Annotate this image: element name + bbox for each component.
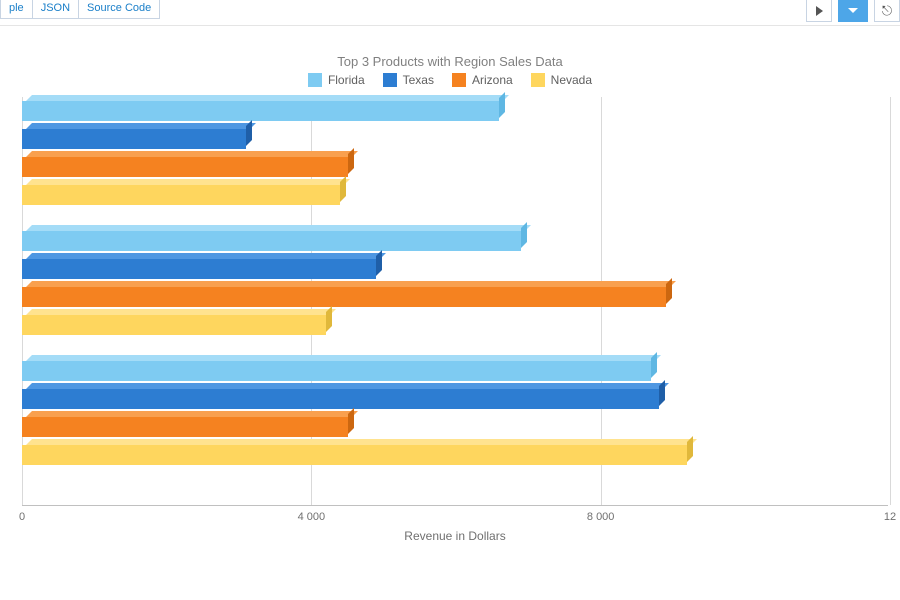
bar-face	[22, 185, 340, 205]
bar-face	[22, 417, 348, 437]
bar-side-face	[687, 436, 693, 462]
bar-texas-group2[interactable]	[22, 259, 376, 279]
bar-side-face	[326, 306, 332, 332]
legend-label: Arizona	[472, 73, 513, 87]
bar-texas-group3[interactable]	[22, 389, 659, 409]
bar-florida-group1[interactable]	[22, 101, 499, 121]
bar-nevada-group1[interactable]	[22, 185, 340, 205]
bar-side-face	[651, 352, 657, 378]
legend-swatch	[308, 73, 322, 87]
share-button[interactable]: ⎋	[874, 0, 900, 22]
tab-json[interactable]: JSON	[32, 0, 79, 19]
bar-side-face	[499, 92, 505, 118]
legend-label: Texas	[403, 73, 434, 87]
chevron-down-icon	[848, 8, 858, 13]
bar-side-face	[340, 176, 346, 202]
legend-swatch	[531, 73, 545, 87]
bar-face	[22, 315, 326, 335]
bar-side-face	[659, 380, 665, 406]
bar-nevada-group2[interactable]	[22, 315, 326, 335]
x-tick-label: 12	[884, 511, 896, 523]
chart-title: Top 3 Products with Region Sales Data	[12, 54, 888, 69]
toolbar: ple JSON Source Code ⎋	[0, 0, 900, 26]
tab-source-code[interactable]: Source Code	[78, 0, 160, 19]
legend-label: Florida	[328, 73, 365, 87]
toolbar-right: ⎋	[806, 0, 900, 22]
dropdown-button[interactable]	[838, 0, 868, 22]
legend-swatch	[383, 73, 397, 87]
bar-face	[22, 445, 687, 465]
bar-face	[22, 287, 666, 307]
legend-item-arizona[interactable]: Arizona	[452, 73, 513, 87]
x-axis-line	[22, 505, 888, 506]
bar-side-face	[246, 120, 252, 146]
bar-face	[22, 231, 521, 251]
plot-area: 04 0008 00012Revenue in Dollars	[22, 97, 888, 527]
bar-face	[22, 389, 659, 409]
legend-label: Nevada	[551, 73, 592, 87]
x-tick-label: 0	[19, 511, 25, 523]
bar-side-face	[666, 278, 672, 304]
legend-swatch	[452, 73, 466, 87]
x-axis-title: Revenue in Dollars	[404, 529, 505, 543]
bar-side-face	[376, 250, 382, 276]
tab-example[interactable]: ple	[0, 0, 33, 19]
bar-side-face	[348, 408, 354, 434]
bar-face	[22, 129, 246, 149]
bar-arizona-group3[interactable]	[22, 417, 348, 437]
x-tick-label: 4 000	[298, 511, 326, 523]
bar-florida-group3[interactable]	[22, 361, 651, 381]
bar-texas-group1[interactable]	[22, 129, 246, 149]
bar-face	[22, 101, 499, 121]
play-button[interactable]	[806, 0, 832, 22]
legend: Florida Texas Arizona Nevada	[12, 73, 888, 87]
bar-nevada-group3[interactable]	[22, 445, 687, 465]
legend-item-florida[interactable]: Florida	[308, 73, 365, 87]
legend-item-nevada[interactable]: Nevada	[531, 73, 592, 87]
bar-face	[22, 361, 651, 381]
bar-arizona-group2[interactable]	[22, 287, 666, 307]
x-tick-label: 8 000	[587, 511, 615, 523]
chart-container: Top 3 Products with Region Sales Data Fl…	[0, 26, 900, 527]
play-icon	[816, 6, 823, 16]
bar-face	[22, 259, 376, 279]
bar-side-face	[348, 148, 354, 174]
bar-side-face	[521, 222, 527, 248]
bar-arizona-group1[interactable]	[22, 157, 348, 177]
gridline	[890, 97, 891, 505]
share-icon: ⎋	[882, 4, 892, 17]
bar-face	[22, 157, 348, 177]
bar-florida-group2[interactable]	[22, 231, 521, 251]
legend-item-texas[interactable]: Texas	[383, 73, 434, 87]
